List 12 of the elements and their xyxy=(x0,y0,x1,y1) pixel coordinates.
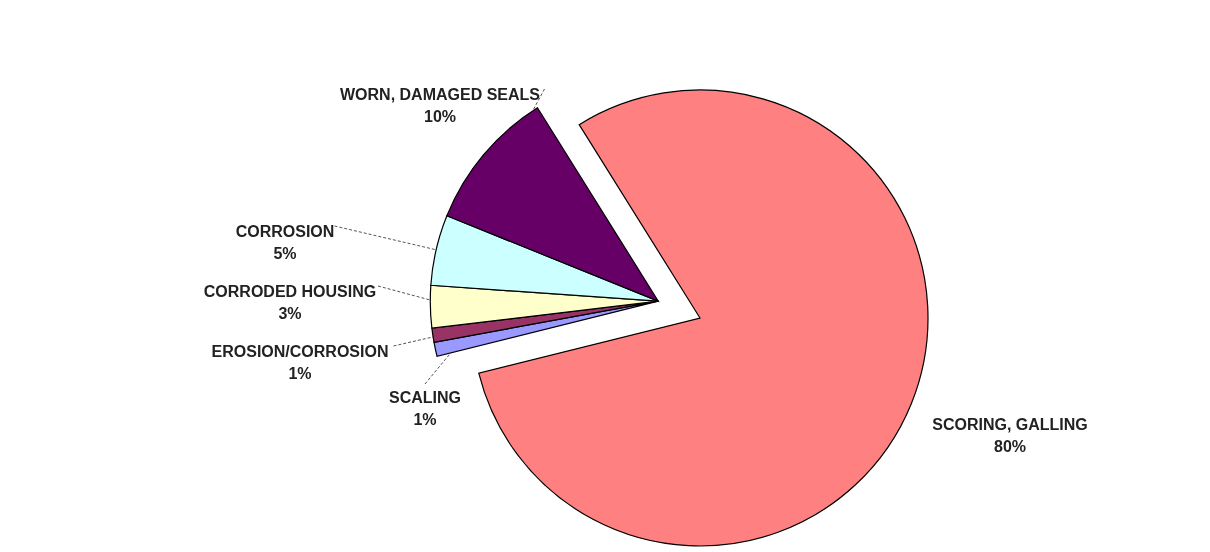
data-label: 1% xyxy=(413,411,437,428)
slice-label: EROSION/CORROSION xyxy=(211,343,389,360)
slice-label: SCORING, GALLING xyxy=(932,416,1088,433)
slice-label: WORN, DAMAGED SEALS xyxy=(340,86,541,103)
data-label: 3% xyxy=(278,305,302,322)
data-label: 80% xyxy=(993,438,1027,455)
slice-label: CORROSION xyxy=(235,223,335,240)
data-label: 1% xyxy=(288,365,312,382)
slice-label: SCALING xyxy=(389,389,461,406)
data-label: 5% xyxy=(273,245,297,262)
slice-label: CORRODED HOUSING xyxy=(203,283,377,300)
data-label: 10% xyxy=(423,108,457,125)
